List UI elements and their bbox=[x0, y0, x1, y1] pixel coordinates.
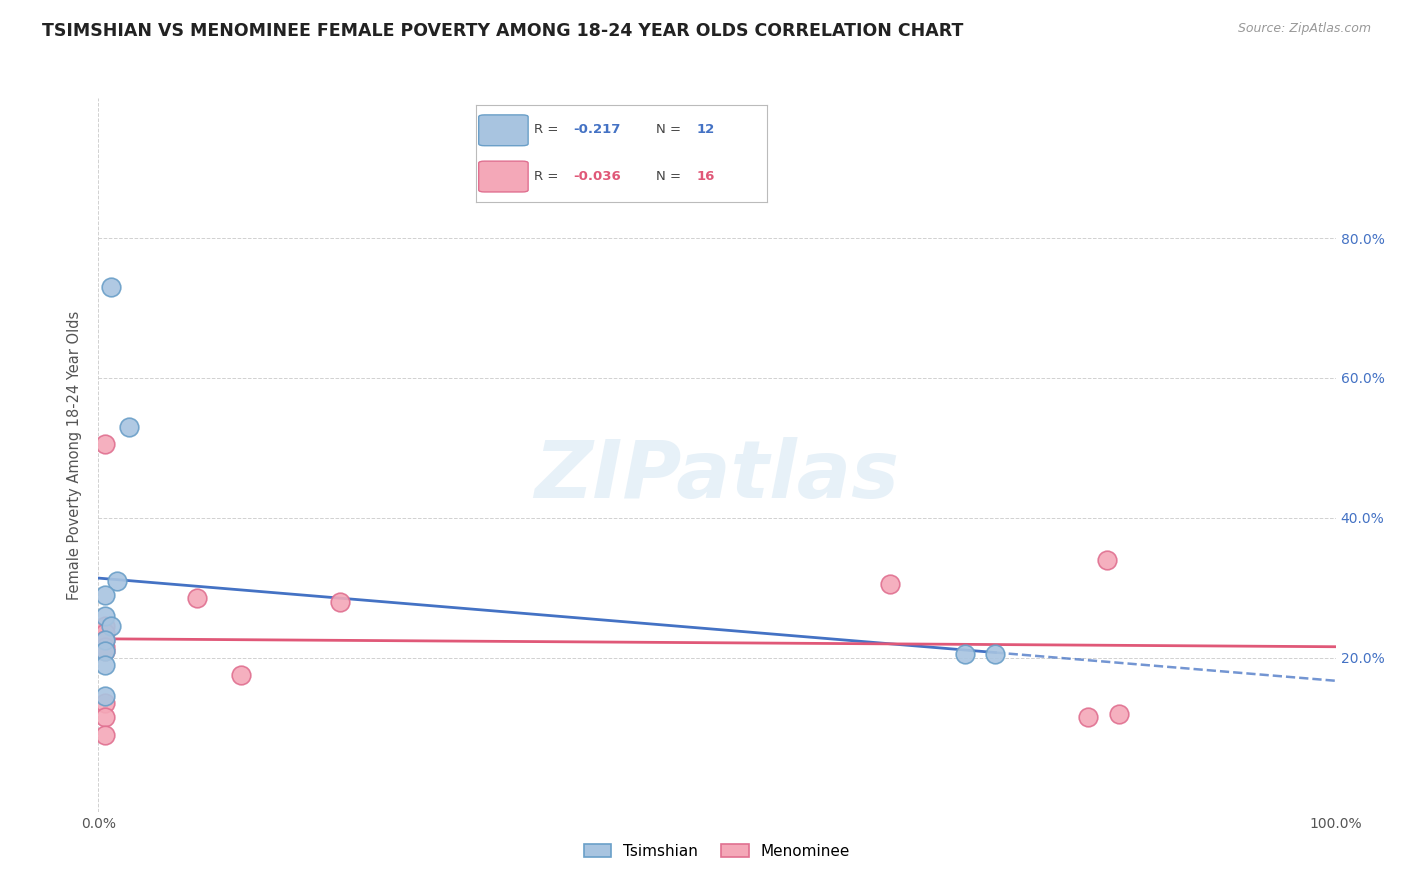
Point bbox=[93, 710, 115, 724]
Point bbox=[93, 657, 115, 672]
Legend: Tsimshian, Menominee: Tsimshian, Menominee bbox=[578, 838, 856, 864]
Point bbox=[118, 420, 141, 434]
Point bbox=[93, 619, 115, 633]
Point bbox=[186, 591, 208, 606]
Point bbox=[93, 728, 115, 742]
Point bbox=[105, 574, 128, 588]
Point bbox=[93, 690, 115, 704]
Point bbox=[229, 668, 252, 682]
Text: TSIMSHIAN VS MENOMINEE FEMALE POVERTY AMONG 18-24 YEAR OLDS CORRELATION CHART: TSIMSHIAN VS MENOMINEE FEMALE POVERTY AM… bbox=[42, 22, 963, 40]
Point bbox=[93, 626, 115, 640]
Point bbox=[93, 608, 115, 623]
Point bbox=[100, 280, 122, 294]
Point bbox=[93, 633, 115, 648]
Point bbox=[93, 588, 115, 602]
Y-axis label: Female Poverty Among 18-24 Year Olds: Female Poverty Among 18-24 Year Olds bbox=[67, 310, 83, 599]
Point bbox=[329, 595, 352, 609]
Point bbox=[93, 640, 115, 655]
Point bbox=[953, 648, 976, 662]
Point bbox=[93, 644, 115, 658]
Point bbox=[879, 577, 901, 591]
Point bbox=[984, 648, 1007, 662]
Point bbox=[93, 696, 115, 710]
Text: Source: ZipAtlas.com: Source: ZipAtlas.com bbox=[1237, 22, 1371, 36]
Point bbox=[93, 633, 115, 648]
Point bbox=[1095, 553, 1118, 567]
Text: ZIPatlas: ZIPatlas bbox=[534, 437, 900, 516]
Point bbox=[93, 437, 115, 451]
Point bbox=[1077, 710, 1099, 724]
Point bbox=[100, 619, 122, 633]
Point bbox=[1108, 706, 1130, 721]
Point bbox=[93, 644, 115, 658]
